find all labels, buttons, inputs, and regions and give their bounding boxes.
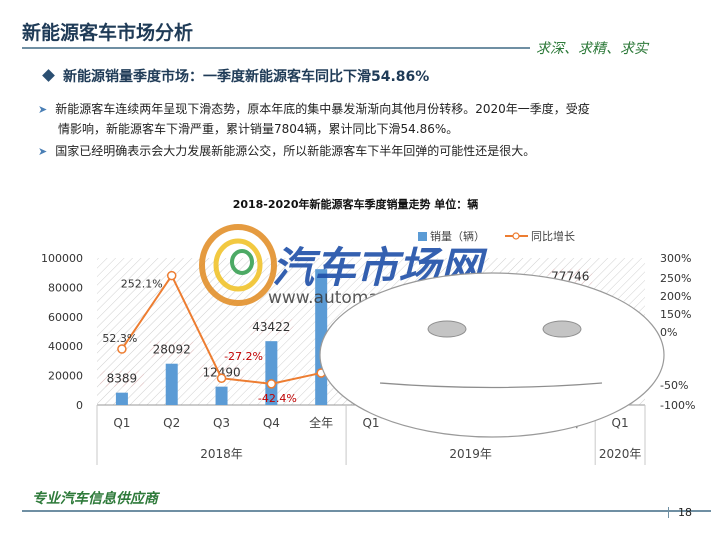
growth-label: 52.3% [102,332,137,345]
bullet-2: ➤ 国家已经明确表示会大力发展新能源公交，所以新能源客车下半年回弹的可能性还是很大… [38,142,535,161]
section-heading: 新能源销量季度市场：一季度新能源客车同比下滑54.86% [42,66,430,86]
growth-point [266,379,277,389]
left-axis-tick-label: 40000 [48,340,83,353]
smiley-overlay [319,272,665,438]
bar-2 [165,363,178,405]
page-title: 新能源客车市场分析 [22,22,194,44]
bar-value-label: 28092 [153,343,191,357]
left-axis-tick-label: 80000 [48,281,83,294]
category-label: Q1 [113,416,130,430]
left-axis-tick-label: 20000 [48,370,83,383]
category-label: Q4 [263,416,280,430]
bullet-1: ➤ 新能源客车连续两年呈现下滑态势，原本年底的集中暴发渐渐向其他月份转移。2020… [38,100,590,119]
left-axis-tick-label: 60000 [48,311,83,324]
arrow-bullet-icon: ➤ [38,145,48,158]
bar-value-label: 12490 [202,366,240,380]
legend-bar-label: 销量（辆） [430,229,485,243]
left-axis-tick-label: 0 [76,399,83,412]
bar-3 [215,386,228,405]
bar-label-bg [99,370,144,387]
bar-4 [265,341,278,405]
legend-line-marker [512,232,520,240]
title-underline [22,47,530,49]
bar-label-bg [249,319,294,336]
chart-title: 2018-2020年新能源客车季度销量走势 单位：辆 [232,198,479,211]
right-axis-tick-label: -50% [660,379,688,392]
legend-bar-swatch [418,232,427,241]
right-axis-tick-label: 0% [660,326,677,339]
category-label: 全年 [309,415,333,430]
group-label: 2020年 [599,447,642,461]
bullet-1-line-2: 情影响，新能源客车下滑严重，累计销量7804辆，累计同比下滑54.86%。 [58,122,459,136]
bar-1 [115,392,128,405]
smiley-right-eye [542,320,582,338]
category-label: Q3 [213,416,230,430]
bar-value-label: 43422 [252,320,290,334]
smiley-left-eye [427,320,467,338]
category-label: Q1 [362,416,379,430]
bar-label-bg [199,364,244,381]
group-label: 2019年 [449,447,492,461]
watermark-swirl-icon [199,224,277,306]
footer-slogan: 专业汽车信息供应商 [32,491,158,507]
category-label: Q1 [612,416,629,430]
right-axis-tick-label: 300% [660,252,691,265]
footer-line [22,510,711,512]
growth-label: -27.2% [224,350,263,363]
growth-label: 252.1% [121,278,163,291]
growth-label: -42.4% [258,392,297,405]
group-label: 2018年 [200,447,243,461]
bullet-1-line-1: 新能源客车连续两年呈现下滑态势，原本年底的集中暴发渐渐向其他月份转移。2020年… [55,102,590,116]
growth-point [117,344,127,354]
growth-point [166,270,177,281]
category-label: Q2 [163,416,180,430]
smiley-face-icon [319,272,665,438]
right-axis-tick-label: 200% [660,290,691,303]
arrow-bullet-icon: ➤ [38,103,48,116]
section-heading-text: 新能源销量季度市场：一季度新能源客车同比下滑54.86% [63,69,430,85]
bar-value-label: 8389 [107,372,138,386]
right-axis-tick-label: -100% [660,399,695,412]
right-axis-tick-label: 250% [660,272,691,285]
bar-label-bg [149,341,194,358]
header-slogan: 求深、求精、求实 [536,41,648,57]
left-axis-tick-label: 100000 [41,252,83,265]
legend-line-label: 同比增长 [531,229,575,243]
right-axis-tick-label: 150% [660,308,691,321]
page-number: 18 [678,506,692,519]
growth-point [216,373,227,383]
page-number-divider [668,507,669,518]
smiley-mouth [379,382,603,389]
bullet-2-text: 国家已经明确表示会大力发展新能源公交，所以新能源客车下半年回弹的可能性还是很大。 [55,144,536,158]
